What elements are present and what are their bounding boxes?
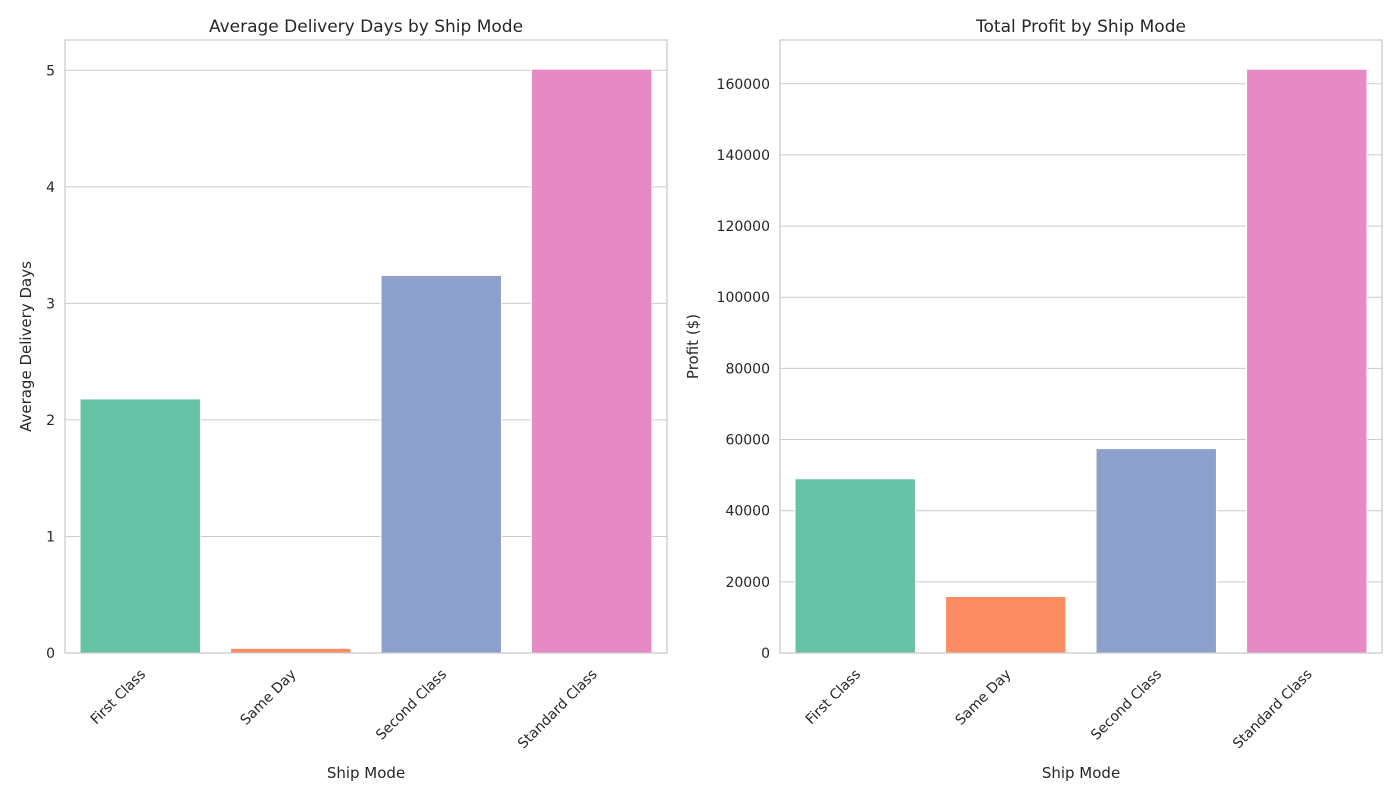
y-tick-label: 0 bbox=[46, 646, 55, 662]
bar-same-day bbox=[230, 647, 352, 654]
bar-standard-class bbox=[1246, 68, 1368, 654]
y-tick-label: 0 bbox=[761, 646, 770, 662]
bar-second-class bbox=[1095, 448, 1217, 654]
x-axis-label: Ship Mode bbox=[1042, 764, 1120, 782]
chart-total-profit: 0 20000 40000 60000 80000 100000 120000 140000 1… bbox=[684, 17, 1383, 782]
y-tick-label: 4 bbox=[46, 180, 55, 196]
plot-frame bbox=[779, 39, 1383, 654]
y-axis-label: Profit ($) bbox=[684, 314, 702, 379]
x-tick-label: Second Class bbox=[373, 667, 450, 744]
x-tick-label: First Class bbox=[88, 667, 149, 728]
y-tick-label: 1 bbox=[46, 529, 55, 545]
y-tick-label: 40000 bbox=[725, 504, 770, 520]
y-tick-label: 5 bbox=[46, 63, 55, 79]
y-tick-label: 80000 bbox=[725, 361, 770, 377]
y-tick-label: 120000 bbox=[717, 219, 770, 235]
plot-frame bbox=[64, 39, 668, 654]
y-tick-label: 20000 bbox=[725, 575, 770, 591]
y-axis-label: Average Delivery Days bbox=[17, 261, 35, 432]
x-tick-label: Standard Class bbox=[515, 667, 601, 753]
chart-title: Average Delivery Days by Ship Mode bbox=[209, 17, 523, 37]
y-tick-label: 2 bbox=[46, 413, 55, 429]
x-tick-label: Standard Class bbox=[1230, 667, 1316, 753]
chart-title: Total Profit by Ship Mode bbox=[975, 17, 1186, 37]
y-tick-label: 100000 bbox=[717, 290, 770, 306]
y-tick-label: 60000 bbox=[725, 433, 770, 449]
y-tick-label: 160000 bbox=[717, 77, 770, 93]
bar-second-class bbox=[380, 274, 502, 654]
chart-avg-delivery-days: 0 1 2 3 4 5 First Class Same Day Second Class St… bbox=[17, 17, 668, 782]
x-tick-label: First Class bbox=[803, 667, 864, 728]
x-tick-label: Same Day bbox=[237, 667, 299, 729]
x-axis-label: Ship Mode bbox=[327, 764, 405, 782]
bar-same-day bbox=[945, 595, 1067, 654]
bar-first-class bbox=[79, 398, 201, 654]
x-tick-label: Second Class bbox=[1088, 667, 1165, 744]
bar-standard-class bbox=[531, 68, 653, 654]
x-tick-label: Same Day bbox=[952, 667, 1014, 729]
y-tick-label: 140000 bbox=[717, 148, 770, 164]
bar-first-class bbox=[794, 478, 916, 654]
y-tick-label: 3 bbox=[46, 296, 55, 312]
